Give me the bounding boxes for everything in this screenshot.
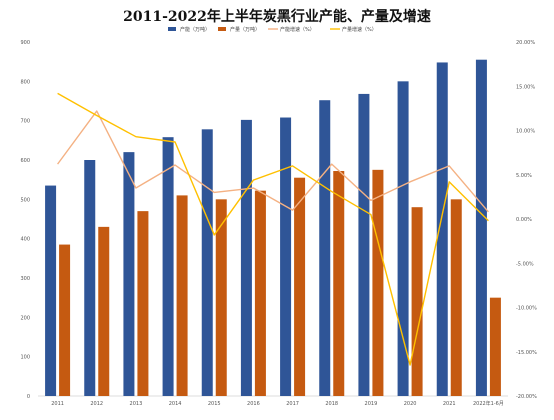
y-right-tick-label: 15.00% — [516, 84, 535, 90]
x-tick-label: 2014 — [169, 401, 182, 407]
x-tick-label: 2019 — [365, 401, 378, 407]
bar-capacity — [280, 117, 292, 397]
y-right-tick-label: 20.00% — [516, 40, 535, 46]
y-right-tick-label: 0.00% — [516, 217, 532, 223]
y-left-tick-label: 900 — [20, 40, 30, 46]
y-left-tick-label: 0 — [27, 394, 30, 400]
x-tick-label: 2012 — [90, 401, 103, 407]
bar-output — [333, 171, 345, 396]
y-left-tick-label: 800 — [20, 79, 30, 85]
legend-label: 产量（万吨） — [230, 26, 260, 33]
x-tick-label: 2011 — [51, 401, 64, 407]
bar-output — [450, 199, 462, 396]
bar-capacity — [201, 129, 213, 396]
bar-capacity — [436, 62, 448, 396]
y-left-tick-label: 200 — [20, 315, 30, 321]
x-tick-label: 2017 — [286, 401, 299, 407]
x-tick-label: 2018 — [325, 401, 338, 407]
legend-swatch — [218, 27, 226, 31]
x-tick-label: 2013 — [130, 401, 143, 407]
bar-output — [59, 244, 71, 396]
bar-output — [176, 195, 188, 396]
y-left-tick-label: 600 — [20, 158, 30, 164]
y-left-tick-label: 100 — [20, 355, 30, 361]
bar-output — [489, 297, 501, 396]
y-right-tick-label: -10.00% — [516, 306, 537, 312]
bar-capacity — [397, 81, 409, 396]
chart-title: 2011-2022年上半年炭黑行业产能、产量及增速 — [123, 9, 431, 25]
x-tick-label: 2016 — [247, 401, 260, 407]
bar-output — [98, 226, 110, 396]
line-capacity-growth — [57, 110, 489, 213]
y-right-tick-label: 5.00% — [516, 173, 532, 179]
x-tick-label: 2015 — [208, 401, 221, 407]
bar-capacity — [358, 93, 370, 397]
y-left-tick-label: 300 — [20, 276, 30, 282]
bar-capacity — [240, 119, 252, 396]
y-left-tick-label: 500 — [20, 197, 30, 203]
legend-label: 产能（万吨） — [180, 26, 210, 33]
bar-output — [215, 199, 227, 396]
x-tick-label: 2022年1-6月 — [473, 400, 504, 407]
y-right-tick-label: 10.00% — [516, 129, 535, 135]
bar-output — [294, 177, 306, 396]
y-right-tick-label: -5.00% — [516, 261, 534, 267]
bar-output — [254, 190, 266, 396]
y-right-tick-label: -15.00% — [516, 350, 537, 356]
x-tick-label: 2020 — [404, 401, 417, 407]
bar-output — [372, 169, 384, 396]
legend-swatch — [168, 27, 176, 31]
legend-label: 产量增速（%） — [342, 26, 377, 33]
bar-output — [137, 211, 149, 396]
bar-capacity — [123, 152, 135, 396]
bar-output — [411, 207, 423, 396]
y-right-tick-label: -20.00% — [516, 394, 537, 400]
y-left-tick-label: 400 — [20, 237, 30, 243]
bar-capacity — [475, 59, 487, 396]
bar-capacity — [319, 100, 331, 397]
bar-capacity — [45, 185, 57, 396]
bar-capacity — [162, 137, 174, 397]
x-tick-label: 2021 — [443, 401, 456, 407]
line-output-growth — [57, 92, 489, 366]
bar-capacity — [84, 160, 96, 396]
y-left-tick-label: 700 — [20, 119, 30, 125]
legend-label: 产能增速（%） — [280, 26, 315, 33]
